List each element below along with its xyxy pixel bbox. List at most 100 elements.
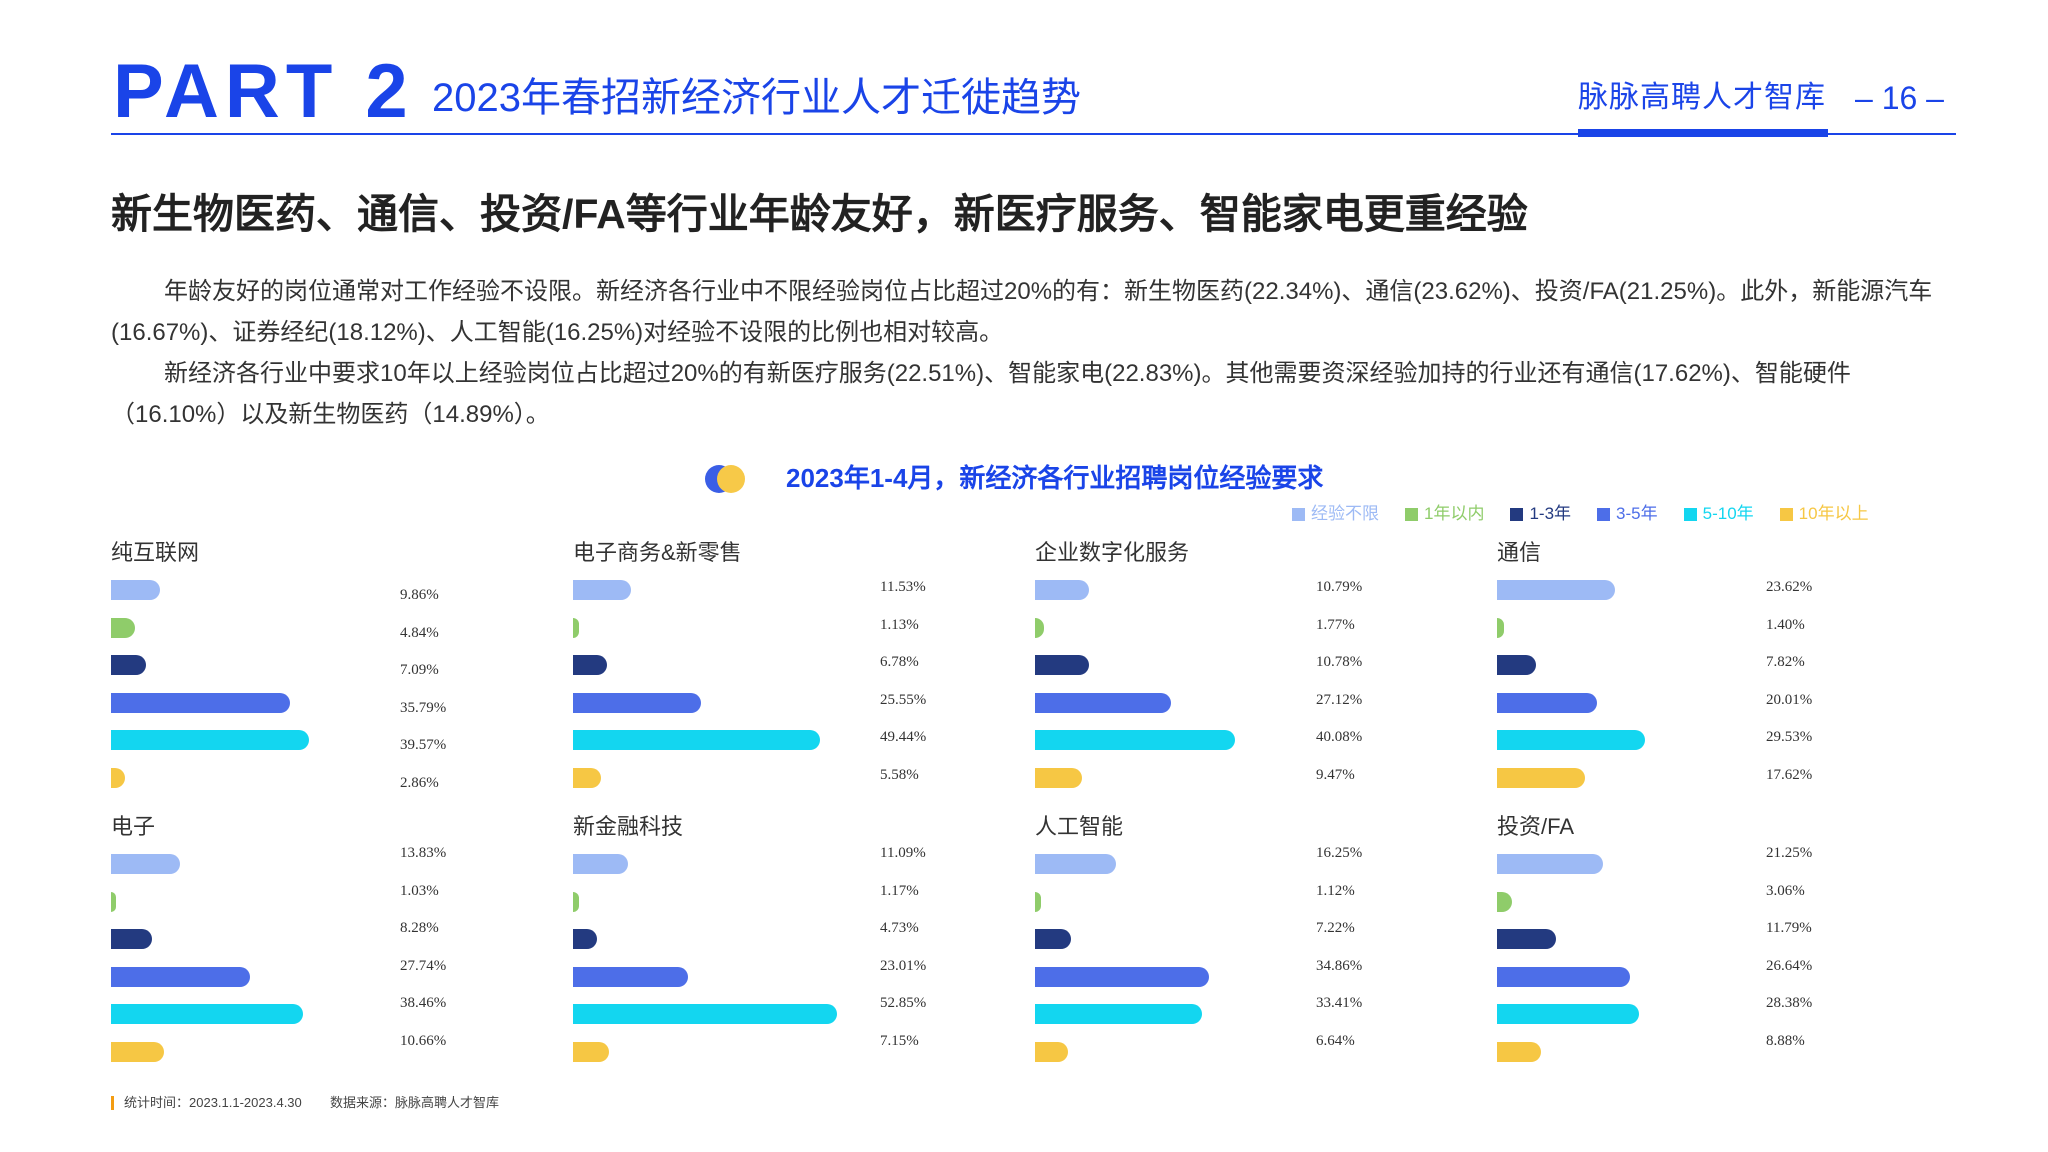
bar-4 [1035, 692, 1171, 713]
legend-item: 1-3年 [1510, 502, 1571, 526]
data-label: 17.62% [1766, 767, 1813, 783]
legend-swatch [1292, 507, 1305, 521]
bar-6 [1035, 768, 1083, 788]
legend-label: 1年以内 [1424, 504, 1485, 523]
legend-item: 经验不限 [1292, 502, 1379, 526]
data-label: 23.01% [880, 957, 927, 974]
panel-title: 电子商务&新零售 [573, 540, 742, 565]
data-label: 21.25% [1766, 845, 1813, 861]
page-headline: 新生物医药、通信、投资/FA等行业年龄友好，新医疗服务、智能家电更重经验 [111, 191, 1528, 237]
data-label: 11.79% [1766, 920, 1812, 937]
bar-2 [1497, 617, 1504, 638]
data-label: 6.64% [1316, 1033, 1355, 1049]
data-label: 6.78% [880, 654, 919, 671]
legend-swatch [1683, 507, 1697, 521]
bar-2 [111, 891, 117, 912]
data-label: 2.86% [400, 775, 439, 791]
panel-title: 电子 [111, 814, 156, 839]
data-label: 1.77% [1316, 616, 1355, 633]
bar-6 [1497, 1042, 1542, 1062]
header-divider [111, 133, 1956, 135]
bar-3 [1497, 929, 1556, 950]
panel-title: 人工智能 [1035, 814, 1124, 839]
title-dot-yellow-icon [717, 465, 745, 493]
bar-2 [111, 617, 136, 638]
data-label: 38.46% [400, 995, 447, 1012]
data-label: 7.82% [1766, 654, 1805, 671]
bar-2 [1497, 891, 1513, 912]
data-label: 49.44% [880, 729, 927, 746]
bar-1 [1497, 854, 1604, 874]
footer-mark [111, 1096, 114, 1110]
bar-5 [111, 1004, 304, 1025]
data-label: 39.57% [400, 737, 447, 754]
bar-3 [111, 655, 147, 676]
legend-item: 1年以内 [1405, 502, 1484, 526]
data-label: 10.79% [1316, 579, 1363, 595]
panel-title: 投资/FA [1497, 814, 1575, 839]
legend-swatch [1597, 507, 1611, 521]
bar-3 [111, 929, 153, 950]
bar-6 [1035, 1042, 1069, 1062]
bar-2 [573, 891, 579, 912]
bar-4 [111, 692, 290, 713]
legend-label: 经验不限 [1311, 504, 1379, 523]
legend-item: 10年以上 [1779, 502, 1869, 526]
bar-2 [1035, 891, 1041, 912]
data-label: 52.85% [880, 995, 927, 1012]
legend-label: 3-5年 [1616, 504, 1658, 523]
legend-swatch [1405, 507, 1418, 521]
data-label: 40.08% [1316, 729, 1363, 746]
data-label: 9.47% [1316, 767, 1355, 783]
bar-2 [573, 617, 579, 638]
bar-1 [111, 854, 181, 874]
data-label: 29.53% [1766, 729, 1813, 746]
data-label: 8.28% [400, 920, 439, 937]
bar-4 [573, 692, 701, 713]
bar-1 [1035, 854, 1117, 874]
data-label: 5.58% [880, 767, 919, 783]
paragraph-2: 新经济各行业中要求10年以上经验岗位占比超过20%的有新医疗服务(22.51%)… [111, 360, 1851, 428]
bar-3 [1035, 929, 1072, 950]
bar-5 [573, 1004, 838, 1025]
bar-6 [111, 768, 126, 788]
data-label: 33.41% [1316, 995, 1363, 1012]
data-label: 11.09% [880, 845, 926, 861]
data-label: 20.01% [1766, 691, 1813, 708]
data-label: 28.38% [1766, 995, 1813, 1012]
data-label: 25.55% [880, 691, 927, 708]
data-label: 16.25% [1316, 845, 1363, 861]
data-label: 34.86% [1316, 957, 1363, 974]
legend-label: 10年以上 [1798, 504, 1869, 523]
bar-6 [111, 1042, 165, 1062]
bar-3 [1035, 655, 1089, 676]
legend-item: 3-5年 [1597, 502, 1658, 526]
data-label: 27.74% [400, 957, 447, 974]
data-label: 27.12% [1316, 691, 1363, 708]
bar-5 [1035, 730, 1236, 751]
paragraph-1: 年龄友好的岗位通常对工作经验不设限。新经济各行业中不限经验岗位占比超过20%的有… [111, 278, 1933, 346]
footer-period: 统计时间：2023.1.1-2023.4.30 [124, 1095, 302, 1110]
bar-5 [1497, 730, 1645, 751]
data-label: 4.84% [400, 624, 439, 641]
data-label: 1.17% [880, 882, 919, 899]
bar-5 [111, 730, 309, 751]
panel-title: 企业数字化服务 [1035, 540, 1190, 565]
legend-label: 5-10年 [1702, 504, 1754, 523]
bar-2 [1035, 617, 1044, 638]
panel-title: 通信 [1497, 540, 1542, 565]
bar-4 [1497, 692, 1598, 713]
bar-5 [1035, 1004, 1203, 1025]
bar-6 [1497, 768, 1586, 788]
footer-source: 数据来源：脉脉高聘人才智库 [330, 1095, 500, 1110]
bar-1 [1035, 580, 1089, 600]
legend-item: 5-10年 [1683, 502, 1754, 526]
bar-1 [111, 580, 161, 600]
data-label: 9.86% [400, 587, 439, 603]
bar-3 [573, 929, 597, 950]
legend-swatch [1779, 507, 1793, 521]
bar-1 [573, 580, 631, 600]
data-label: 1.13% [880, 616, 919, 633]
bar-6 [573, 768, 601, 788]
part-label: PART 2 [113, 49, 414, 134]
